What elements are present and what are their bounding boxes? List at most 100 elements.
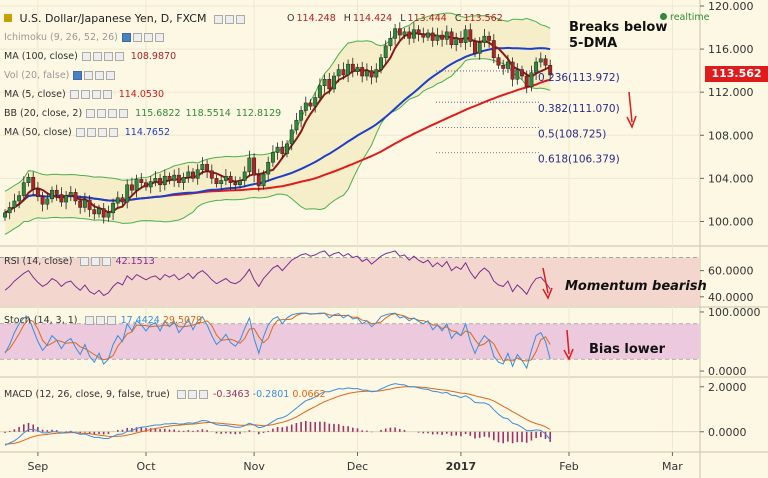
candle xyxy=(214,174,219,188)
time-axis-label: Mar xyxy=(662,460,683,473)
candle xyxy=(172,169,177,187)
time-axis-label: Nov xyxy=(243,460,265,473)
settings-icon[interactable] xyxy=(97,109,107,118)
candle xyxy=(7,201,12,220)
close-icon[interactable] xyxy=(95,71,105,80)
candle-body xyxy=(299,110,304,121)
candle-body xyxy=(501,65,506,69)
candle-body xyxy=(172,174,177,181)
eye-icon[interactable] xyxy=(69,90,79,99)
candle-body xyxy=(388,38,393,47)
more-icon[interactable] xyxy=(106,71,116,80)
rsi-legend: RSI (14, close) 42.1513 xyxy=(4,256,155,267)
candle-body xyxy=(463,29,468,43)
more-icon[interactable] xyxy=(108,128,118,137)
eye-icon[interactable] xyxy=(84,316,94,325)
candle xyxy=(266,156,271,181)
candle xyxy=(280,140,285,160)
indicator-buttons[interactable] xyxy=(73,70,117,81)
settings-icon[interactable] xyxy=(95,316,105,325)
candle-body xyxy=(440,34,445,40)
indicator-buttons[interactable] xyxy=(75,127,120,138)
realtime-dot-icon xyxy=(660,13,667,20)
arrow-down-icon xyxy=(628,91,633,123)
indicator-buttons[interactable] xyxy=(69,89,114,100)
candle-body xyxy=(317,85,322,98)
candle-body xyxy=(383,45,388,58)
candle xyxy=(64,190,69,210)
candle xyxy=(73,188,78,205)
eye-icon[interactable] xyxy=(213,15,223,24)
last-price-tag: 113.562 xyxy=(705,66,768,82)
candle-body xyxy=(270,152,275,163)
more-icon[interactable] xyxy=(154,33,164,42)
settings-icon[interactable] xyxy=(92,52,102,61)
settings-icon[interactable] xyxy=(132,33,142,42)
candle xyxy=(87,195,92,217)
close-icon[interactable] xyxy=(91,90,101,99)
settings-icon[interactable] xyxy=(90,257,100,266)
candle-body xyxy=(374,69,379,78)
close-icon[interactable] xyxy=(103,52,113,61)
candle-body xyxy=(111,202,116,214)
settings-icon[interactable] xyxy=(84,71,94,80)
ohlc-o: O 114.248 xyxy=(287,13,336,24)
candle xyxy=(31,171,36,196)
more-icon[interactable] xyxy=(102,90,112,99)
eye-icon[interactable] xyxy=(176,390,186,399)
eye-icon[interactable] xyxy=(86,109,96,118)
candle-body xyxy=(106,212,111,218)
title-buttons[interactable] xyxy=(213,13,247,26)
close-icon[interactable] xyxy=(106,316,116,325)
candle-body xyxy=(50,189,54,200)
eye-icon[interactable] xyxy=(75,128,85,137)
candle xyxy=(78,195,83,214)
settings-icon[interactable] xyxy=(187,390,197,399)
close-icon[interactable] xyxy=(235,15,245,24)
candle-body xyxy=(101,208,106,218)
close-icon[interactable] xyxy=(198,390,208,399)
eye-icon[interactable] xyxy=(73,71,83,80)
candle-body xyxy=(205,164,210,172)
annotation-breaks: Breaks below 5-DMA xyxy=(569,20,668,51)
stoch-band xyxy=(0,323,700,360)
eye-icon[interactable] xyxy=(79,257,89,266)
candle-body xyxy=(252,157,257,176)
candle xyxy=(317,78,322,103)
candle-body xyxy=(266,161,271,175)
close-icon[interactable] xyxy=(143,33,153,42)
more-icon[interactable] xyxy=(119,109,129,118)
candle xyxy=(162,169,167,191)
candle-body xyxy=(186,171,191,178)
candle xyxy=(454,32,459,52)
ohlc-h: H 114.424 xyxy=(343,13,393,24)
close-icon[interactable] xyxy=(101,257,111,266)
close-icon[interactable] xyxy=(97,128,107,137)
candle xyxy=(125,179,130,209)
chart-title: U.S. Dollar/Japanese Yen, D, FXCM xyxy=(19,12,207,25)
indicator-buttons[interactable] xyxy=(81,51,126,62)
indicator-buttons[interactable] xyxy=(121,32,166,43)
candle-body xyxy=(78,200,83,208)
indicator-row: MA (50, close) 114.7652 xyxy=(4,127,170,138)
close-icon[interactable] xyxy=(108,109,118,118)
settings-icon[interactable] xyxy=(80,90,90,99)
candle xyxy=(322,74,327,93)
rsi-band xyxy=(0,257,700,306)
settings-icon[interactable] xyxy=(86,128,96,137)
indicator-buttons[interactable] xyxy=(86,108,130,119)
more-icon[interactable] xyxy=(114,52,124,61)
macd-axis-label: 0.0000 xyxy=(708,426,747,439)
candle xyxy=(115,191,120,209)
ma50-line xyxy=(4,46,551,214)
candle-body xyxy=(477,42,482,54)
candle xyxy=(275,142,280,160)
eye-icon[interactable] xyxy=(121,33,131,42)
settings-icon[interactable] xyxy=(224,15,234,24)
eye-icon[interactable] xyxy=(81,52,91,61)
candle xyxy=(487,31,492,48)
indicator-value: 118.5514 xyxy=(185,108,231,119)
candle xyxy=(106,205,111,222)
candle-body xyxy=(294,119,299,131)
